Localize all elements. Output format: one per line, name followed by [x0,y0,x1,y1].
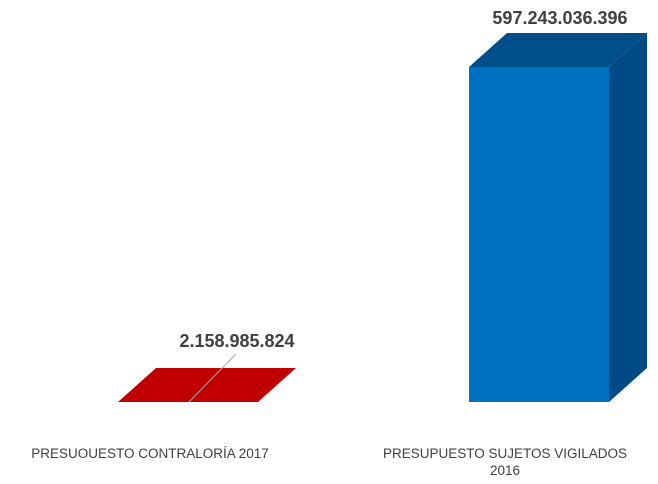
category-label-1-0: PRESUPUESTO SUJETOS VIGILADOS [383,446,627,461]
bar-top-0 [118,368,296,402]
leader-line-0 [188,353,237,403]
bar-top-1 [469,33,647,67]
data-label-1: 597.243.036.396 [492,8,627,28]
bar-0 [118,368,296,402]
data-label-0: 2.158.985.824 [179,331,294,351]
bar-front-1 [469,67,609,402]
bar-side-1 [609,33,647,402]
bars-layer [118,33,647,402]
bar-1 [469,33,647,402]
category-label-0-0: PRESUOUESTO CONTRALORÍA 2017 [31,446,269,461]
category-label-1-1: 2016 [490,463,520,478]
labels-layer: 2.158.985.824 597.243.036.396 PRESUOUESTO … [31,8,627,478]
